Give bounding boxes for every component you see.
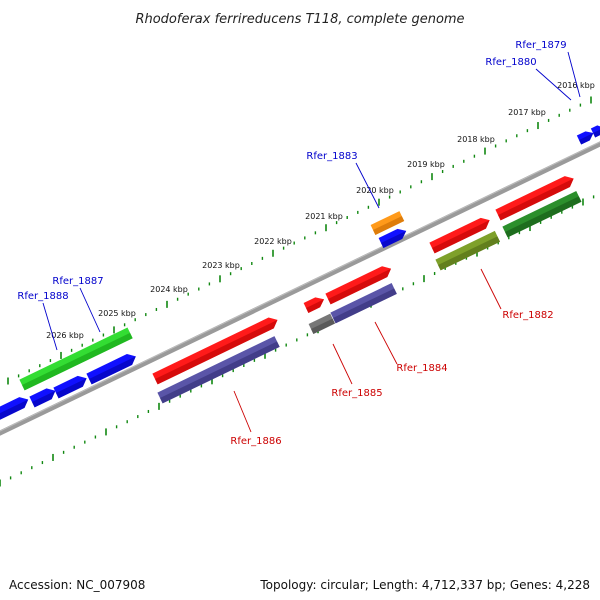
leader-line: [355, 162, 380, 209]
leader-lines: [42, 51, 581, 433]
gene-label[interactable]: Rfer_1886: [230, 436, 281, 447]
gene-rfer-1886: [157, 336, 280, 404]
gene-rfer-1884: [330, 283, 397, 324]
gene-blue-a: [0, 397, 29, 420]
leader-line: [567, 51, 581, 98]
tick-row-lower: [0, 195, 595, 487]
topology-text: Topology: circular; Length: 4,712,337 bp…: [260, 578, 590, 592]
gene-label[interactable]: Rfer_1883: [306, 151, 357, 162]
gene-rfer-1888: [86, 354, 136, 385]
leader-line: [332, 343, 353, 385]
gene-rfer-1882-olive: [435, 230, 501, 271]
kbp-label: 2022 kbp: [254, 237, 292, 246]
map-title: Rhodoferax ferrireducens T118, complete …: [135, 12, 464, 27]
leader-line: [42, 302, 58, 351]
gene-rfer-1886-fwd: [152, 317, 278, 385]
kbp-label: 2019 kbp: [407, 160, 445, 169]
kbp-label: 2026 kbp: [46, 331, 84, 340]
leader-line: [79, 287, 101, 333]
kbp-label: 2020 kbp: [356, 186, 394, 195]
genome-backbone: [0, 141, 600, 436]
leader-line: [535, 68, 572, 101]
gene-small-red: [303, 297, 325, 313]
accession-text: Accession: NC_007908: [9, 578, 146, 592]
gene-rfer-1884-fwd: [325, 266, 392, 305]
gene-label[interactable]: Rfer_1882: [502, 310, 553, 321]
gene-rfer-1882-fwd: [429, 217, 490, 254]
gene-blue-c: [53, 375, 87, 399]
kbp-label: 2016 kbp: [557, 81, 595, 90]
tick-row-upper: [7, 96, 592, 385]
gene-rfer-1879: [590, 125, 600, 138]
gene-blue-b: [29, 388, 56, 408]
leader-line: [233, 390, 252, 433]
kbp-label: 2023 kbp: [202, 261, 240, 270]
gene-label[interactable]: Rfer_1888: [17, 291, 68, 302]
leader-line: [374, 321, 398, 365]
kbp-labels: 2016 kbp 2017 kbp 2018 kbp 2019 kbp 2020 kbp…: [46, 81, 595, 340]
gene-label[interactable]: Rfer_1879: [515, 40, 566, 51]
gene-rfer-1885: [308, 313, 336, 334]
kbp-label: 2018 kbp: [457, 135, 495, 144]
kbp-label: 2024 kbp: [150, 285, 188, 294]
kbp-label: 2025 kbp: [98, 309, 136, 318]
gene-rfer-1882b-fwd: [495, 176, 574, 221]
gene-rfer-1880: [576, 131, 594, 145]
gene-rfer-1887: [19, 327, 133, 391]
gene-labels: Rfer_1879 Rfer_1880 Rfer_1883 Rfer_1887 Rfer…: [17, 40, 566, 447]
kbp-label: 2017 kbp: [508, 108, 546, 117]
gene-features: [0, 125, 600, 420]
gene-rfer-1883b: [378, 228, 407, 248]
gene-label[interactable]: Rfer_1880: [485, 57, 536, 68]
gene-rfer-1883: [370, 211, 405, 235]
gene-label[interactable]: Rfer_1887: [52, 276, 103, 287]
gene-label[interactable]: Rfer_1884: [396, 363, 447, 374]
gene-rfer-1882: [502, 190, 582, 238]
gene-label[interactable]: Rfer_1885: [331, 388, 382, 399]
kbp-label: 2021 kbp: [305, 212, 343, 221]
leader-line: [480, 268, 502, 310]
